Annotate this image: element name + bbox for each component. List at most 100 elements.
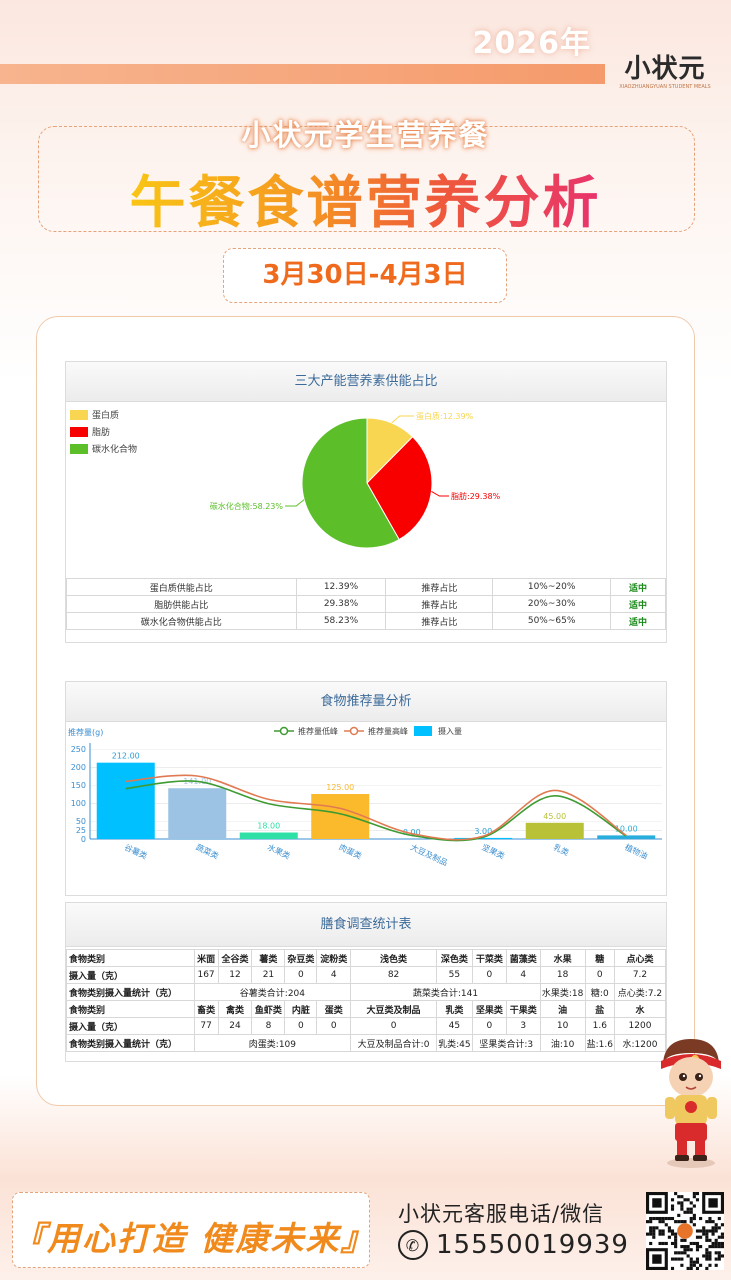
qr-module — [692, 1263, 696, 1267]
qr-module — [695, 1192, 700, 1196]
energy-cell-status: 适中 — [610, 595, 666, 613]
energy-cell-status: 适中 — [610, 612, 666, 630]
title-frame — [38, 126, 695, 232]
bar-value-label: 0.00 — [403, 828, 421, 837]
qr-module — [705, 1232, 709, 1236]
legend-marker — [279, 726, 289, 736]
qr-module — [705, 1248, 709, 1252]
qr-module — [677, 1251, 681, 1255]
qr-module — [708, 1216, 712, 1221]
qr-module — [717, 1241, 721, 1246]
qr-module — [717, 1226, 721, 1230]
energy-cell-rec-label: 推荐占比 — [385, 612, 494, 630]
bar-value-label: 45.00 — [543, 812, 566, 821]
qr-module — [667, 1216, 671, 1221]
energy-table: 蛋白质供能占比 12.39% 推荐占比 10%~20% 适中 脂肪供能占比 29.38% 推荐… — [66, 578, 666, 630]
pie-leader-line — [285, 499, 305, 507]
legend-swatch — [70, 426, 88, 437]
qr-module — [689, 1207, 693, 1211]
qr-module — [667, 1226, 671, 1230]
x-tick-label: 蔬菜类 — [194, 842, 220, 861]
qr-module — [674, 1220, 678, 1224]
qr-module — [689, 1257, 693, 1261]
pie-chart: 蛋白质:12.39% 脂肪:29.38% 碳水化合物:58.23% — [210, 411, 501, 549]
qr-module — [708, 1257, 712, 1261]
qr-module — [705, 1235, 709, 1239]
qr-module — [714, 1263, 718, 1267]
legend-item-carb: 碳水化合物 — [70, 440, 137, 457]
qr-module — [711, 1220, 715, 1224]
summary-cell: 谷薯类合计:204 — [193, 983, 352, 1001]
legend-item-fat: 脂肪 — [70, 423, 137, 440]
table-cell: 摄入量（克） — [66, 1017, 195, 1035]
qr-module — [714, 1229, 718, 1233]
qr-module — [702, 1254, 706, 1258]
qr-module — [689, 1220, 693, 1224]
qr-module — [689, 1266, 693, 1270]
qr-module — [702, 1229, 706, 1233]
qr-module — [680, 1238, 684, 1242]
table-cell: 干果类 — [505, 1000, 541, 1018]
energy-cell-range: 10%~20% — [492, 578, 612, 596]
legend-label: 蛋白质 — [92, 411, 120, 421]
table-cell: 4 — [316, 966, 352, 984]
table-cell: 薯类 — [251, 949, 286, 967]
pie-leader-line — [391, 415, 414, 424]
qr-module — [689, 1260, 693, 1264]
y-tick-label: 150 — [71, 781, 86, 790]
qr-module — [695, 1266, 700, 1270]
qr-module — [680, 1201, 684, 1205]
legend-swatch — [414, 726, 432, 736]
table-cell: 7.2 — [613, 966, 667, 984]
qr-module — [674, 1235, 678, 1239]
qr-module — [658, 1216, 662, 1221]
qr-code-icon[interactable] — [646, 1192, 724, 1270]
legend-swatch — [70, 443, 88, 454]
table-cell: 82 — [350, 966, 437, 984]
energy-cell-name: 蛋白质供能占比 — [66, 578, 297, 596]
summary-label: 食物类别摄入量统计（克） — [66, 1034, 195, 1052]
table-cell: 0 — [471, 1017, 507, 1035]
qr-module — [708, 1263, 712, 1267]
pie-leader-line — [431, 491, 449, 497]
qr-module — [686, 1245, 690, 1249]
qr-module — [686, 1266, 690, 1270]
energy-row: 蛋白质供能占比 12.39% 推荐占比 10%~20% 适中 — [66, 578, 666, 596]
qr-module — [655, 1216, 659, 1221]
date-range: 3月30日-4月3日 — [223, 248, 507, 303]
qr-module — [655, 1226, 659, 1230]
qr-module — [680, 1204, 684, 1208]
qr-module — [677, 1220, 681, 1224]
table-cell: 鱼虾类 — [251, 1000, 286, 1018]
qr-module — [695, 1248, 700, 1252]
qr-module — [692, 1192, 696, 1196]
table-row-summary: 食物类别摄入量统计（克） 肉蛋类:109 大豆及制品合计:0 乳类:45 坚果类合计:3… — [66, 1034, 667, 1052]
table-cell: 0 — [471, 966, 507, 984]
table-cell: 77 — [193, 1017, 219, 1035]
table-cell: 24 — [217, 1017, 253, 1035]
table-cell: 0 — [284, 1017, 318, 1035]
table-cell: 0 — [350, 1017, 437, 1035]
qr-module — [680, 1207, 684, 1211]
table-row: 摄入量（克） 77 24 8 0 0 0 45 0 3 10 1.6 1200 — [66, 1017, 667, 1035]
qr-module — [705, 1238, 709, 1242]
food-panel: 食物推荐量分析 推荐量(g) 0 25 50 100 150 200 250 212.00 谷薯类… — [65, 681, 667, 896]
qr-module — [702, 1232, 706, 1236]
energy-cell-value: 12.39% — [295, 578, 387, 596]
slogan-frame — [12, 1192, 370, 1268]
qr-module — [695, 1241, 700, 1246]
qr-module — [680, 1257, 684, 1261]
summary-cell: 盐:1.6 — [584, 1034, 615, 1052]
x-tick-label: 植物油 — [623, 842, 649, 861]
qr-module — [677, 1213, 681, 1217]
table-cell: 点心类 — [613, 949, 667, 967]
table-cell: 1.6 — [584, 1017, 615, 1035]
phone-number[interactable]: 15550019939 — [436, 1230, 629, 1260]
qr-module — [686, 1248, 690, 1252]
qr-module — [705, 1257, 709, 1261]
logo-text: 小状元 — [624, 54, 706, 84]
table-cell: 55 — [435, 966, 473, 984]
qr-module — [695, 1245, 700, 1249]
table-row-summary: 食物类别摄入量统计（克） 谷薯类合计:204 蔬菜类合计:141 水果类:18 糖:0 点… — [66, 983, 667, 1001]
qr-module — [649, 1220, 653, 1224]
